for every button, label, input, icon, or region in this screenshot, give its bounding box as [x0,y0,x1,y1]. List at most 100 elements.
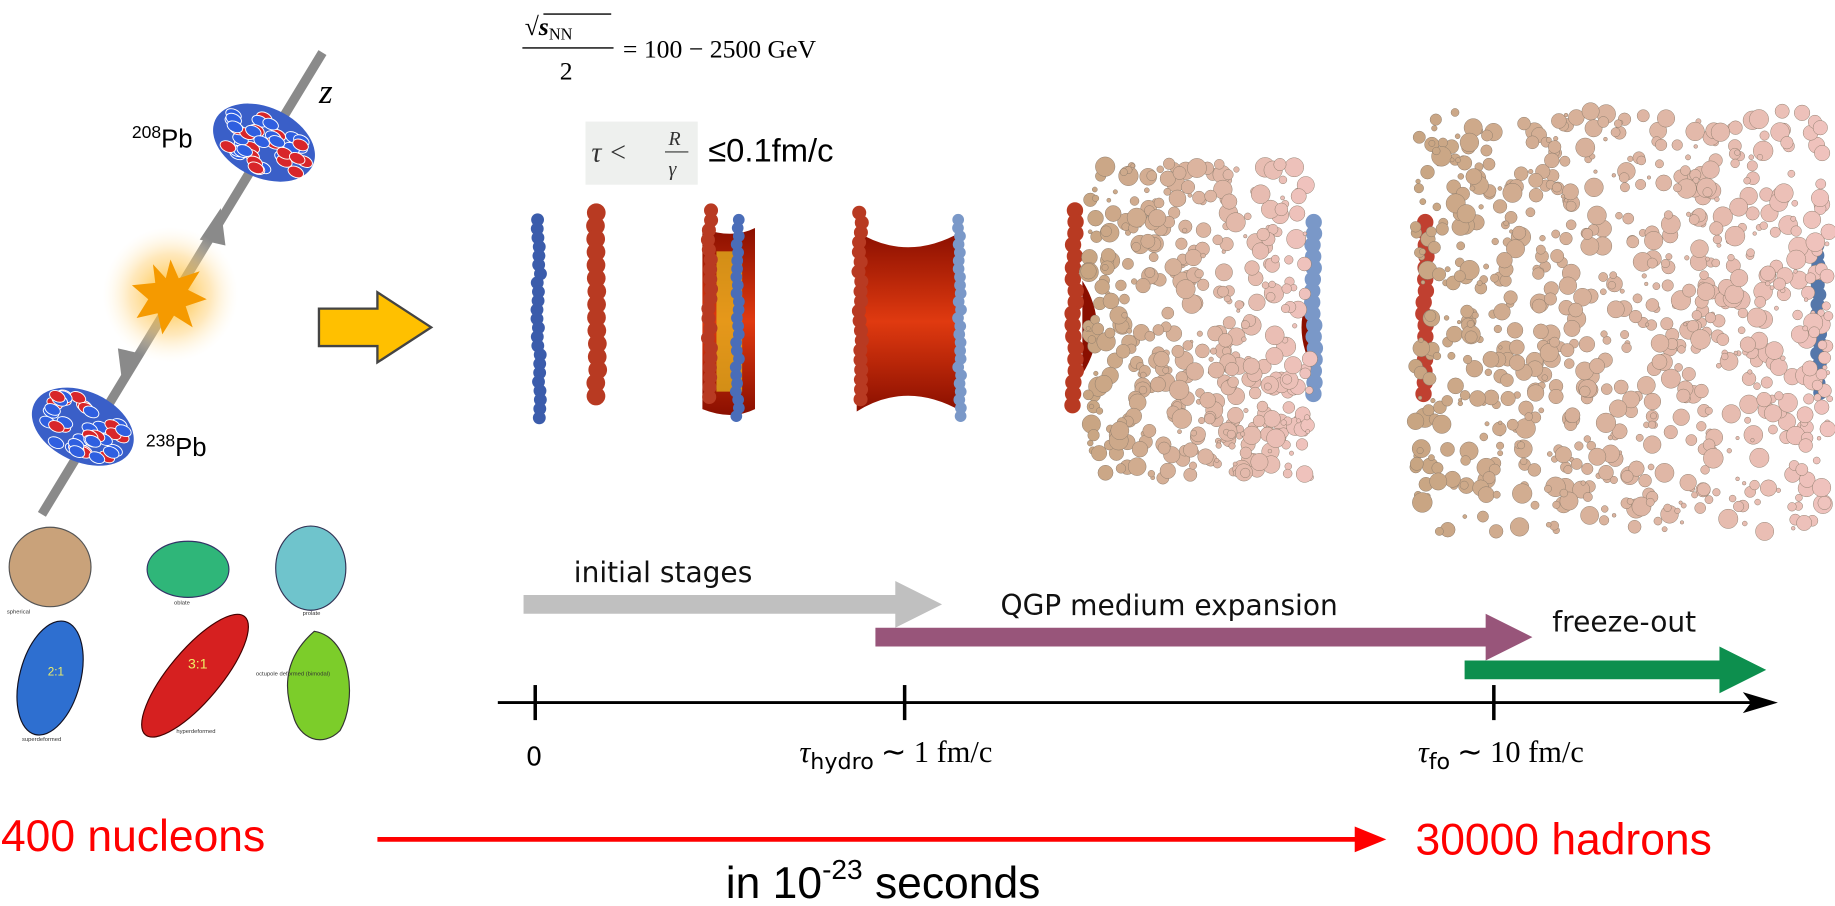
hadron [1565,219,1577,231]
hadron [1643,435,1662,454]
shape-label: oblate [174,600,190,606]
hadron [1432,267,1447,282]
hadron [1163,157,1176,170]
hadron [1826,395,1833,403]
nucleon [954,410,967,423]
hadron [1493,303,1511,321]
hadron [1271,254,1280,264]
nucleon [1415,385,1432,403]
hadron [1531,298,1547,314]
hadron [1803,210,1822,229]
hadron [1684,255,1690,261]
hadron [1730,158,1740,169]
hadron [1138,385,1148,395]
hadron [1814,145,1831,162]
hadron [1753,140,1774,161]
hadron [1457,173,1465,180]
hadron [1256,400,1269,413]
hadron [1665,253,1673,261]
nucleon [226,120,244,134]
hadron [1780,136,1794,150]
hadron [1818,351,1831,365]
hadron [1094,374,1113,393]
hadron [1157,441,1171,455]
evolution-snapshots [530,102,1835,541]
hadron [1609,399,1628,418]
hadron [1184,249,1202,267]
hadron [1429,113,1442,126]
hadron [1635,179,1647,190]
hadron [1661,526,1668,533]
hadron [1703,448,1724,469]
hadron [1161,306,1175,320]
hyperdeformed-shape [141,613,249,738]
nucleon [103,445,120,459]
hadron [1500,390,1516,406]
hadron [1654,463,1675,483]
hadron [1148,209,1167,228]
hadron [1769,358,1788,376]
qgp-arrow [875,613,1533,661]
hadron [1479,432,1489,442]
hadron [1685,434,1698,446]
hadron [1131,441,1149,458]
hadron [1798,438,1813,453]
hadron [1252,414,1266,428]
hadron [1726,448,1732,454]
mass-number: 238 [146,431,175,451]
hadron [1266,292,1276,302]
hadron [1429,472,1448,491]
shape-ratio: 3:1 [188,656,208,672]
nucleon [703,262,718,277]
hadron [1427,241,1441,254]
nucleon [48,420,65,433]
hadron [1171,344,1185,358]
hadron [1780,355,1786,361]
hadron [1509,339,1525,356]
hadron [1543,292,1557,306]
nucleon [1067,213,1084,231]
hadron [1749,479,1760,491]
hadron [1636,155,1647,166]
hadron [1815,368,1828,381]
hadron [1221,249,1226,254]
hadron [1546,451,1553,457]
hadron [1305,386,1314,395]
hadron [1820,223,1835,240]
hadron [1192,190,1206,205]
hadron [1602,335,1612,345]
nucleon [532,249,546,263]
nucleon [1065,374,1082,391]
hadron [1583,435,1591,443]
hadron [1232,461,1238,467]
hadron [1655,138,1668,151]
nucleon [1067,339,1084,357]
hadron [1415,178,1421,184]
hadron [1432,202,1442,212]
hadron [1183,467,1198,482]
hadron [1462,514,1468,519]
nucleon [955,402,967,414]
hadron [1613,379,1629,395]
element-symbol: Pb [161,125,192,153]
hadron [1159,462,1176,479]
hadron [1273,158,1287,171]
nucleon [704,203,719,218]
nucleon [530,303,544,317]
nucleon [588,334,607,354]
nucleus-238 [31,387,134,466]
hadron [1727,254,1735,262]
hadron [1787,169,1796,178]
hadron [1530,500,1540,510]
hadron [1513,166,1529,181]
hadron [1281,304,1290,313]
hadron [1417,395,1423,401]
hadron [1459,390,1471,401]
end-label: 30000 hadrons [1416,816,1712,865]
hadron [1144,187,1150,194]
hadron [1528,188,1544,203]
duration-prefix: in 10 [726,859,822,906]
hadron [1299,367,1311,380]
hadron [1580,480,1586,486]
nucleon [586,268,606,288]
